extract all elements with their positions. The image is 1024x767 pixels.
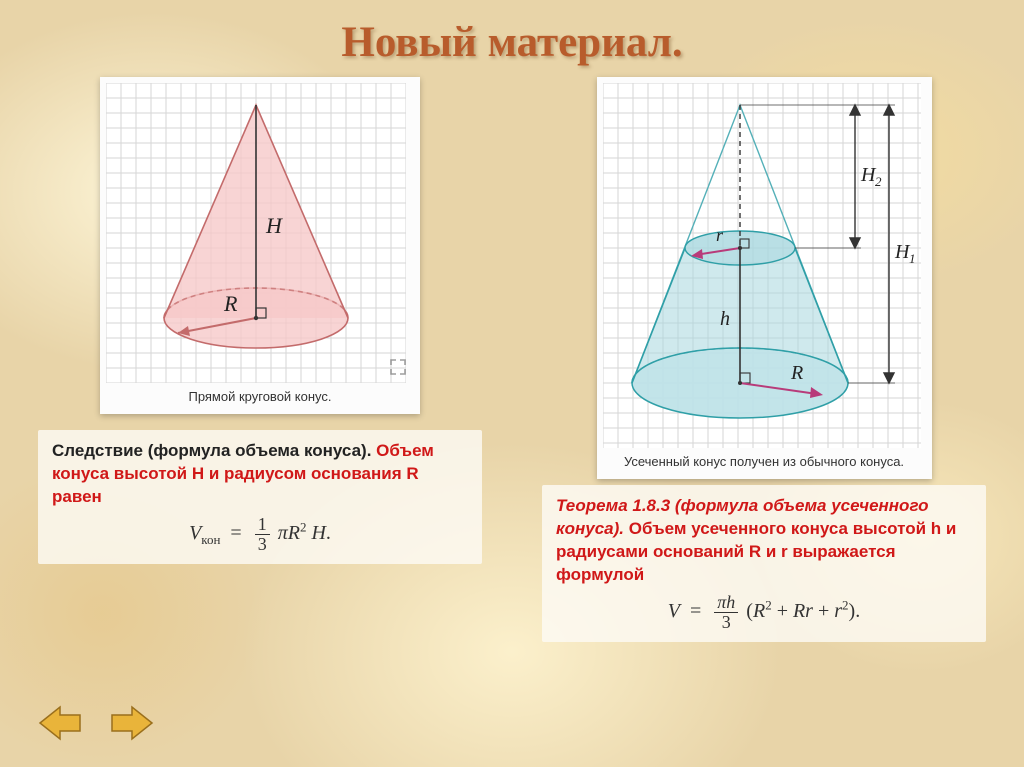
h2-sub: 2	[875, 174, 882, 189]
right-caption: Усеченный конус получен из обычного кону…	[603, 448, 926, 473]
radius-label: R	[223, 291, 238, 316]
h1-sub: 1	[909, 251, 916, 266]
left-caption: Прямой круговой конус.	[106, 383, 414, 408]
right-column: r R h H 2 H 1 Усеченный конус получен из…	[542, 77, 986, 642]
content-row: H R Прямой круговой конус. Следствие (фо…	[0, 67, 1024, 642]
left-formula: Vкон = 13 πR2 H.	[52, 515, 468, 554]
right-formula: V = πh3 (R2 + Rr + r2).	[556, 593, 972, 632]
expand-icon[interactable]	[390, 359, 406, 375]
left-theorem-lead: Следствие (формула объема конуса).	[52, 441, 371, 460]
big-r-label: R	[790, 362, 803, 384]
page-title: Новый материал.	[0, 0, 1024, 67]
prev-button[interactable]	[38, 703, 82, 743]
left-column: H R Прямой круговой конус. Следствие (фо…	[38, 77, 482, 642]
nav-arrows	[38, 703, 154, 743]
right-text-block: Теорема 1.8.3 (формула объема усеченного…	[542, 485, 986, 642]
left-figure-panel: H R Прямой круговой конус.	[100, 77, 420, 414]
cone-figure: H R	[106, 83, 406, 383]
next-button[interactable]	[110, 703, 154, 743]
left-text-block: Следствие (формула объема конуса). Объем…	[38, 430, 482, 564]
frustum-figure: r R h H 2 H 1	[603, 83, 921, 448]
h-label: h	[720, 308, 730, 330]
r-label: r	[716, 225, 724, 245]
right-figure-panel: r R h H 2 H 1 Усеченный конус получен из…	[597, 77, 932, 479]
height-label: H	[265, 213, 283, 238]
